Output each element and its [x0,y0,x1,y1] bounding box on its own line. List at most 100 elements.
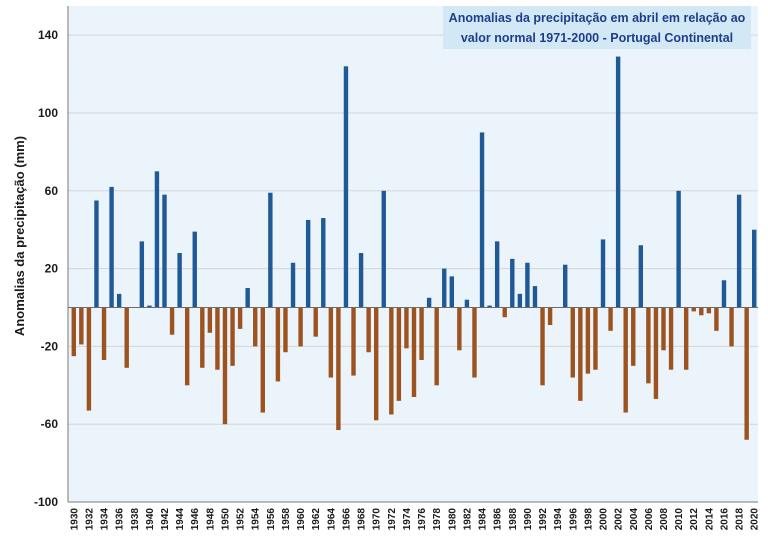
x-tick-label: 2006 [644,508,655,531]
x-tick-label: 1996 [568,508,579,531]
bar-2017 [729,307,734,347]
bar-1993 [547,307,553,325]
bar-1985 [487,305,492,308]
bar-1955 [260,307,265,413]
bar-1935 [109,186,114,308]
bar-1991 [532,286,538,308]
bar-2009 [668,307,674,370]
bar-1954 [253,307,258,347]
bar-2015 [714,307,719,331]
x-tick-label: 2008 [659,508,670,531]
bar-2016 [721,280,727,308]
x-tick-label: 1970 [372,508,383,531]
bar-1979 [442,268,447,308]
bar-1986 [494,241,500,308]
x-tick-label: 1988 [508,508,519,531]
bar-1977 [426,297,432,308]
bar-1988 [510,258,515,308]
bar-2003 [623,307,628,413]
bar-2011 [683,307,689,370]
bar-1933 [94,200,99,308]
plot-area-background [68,6,758,502]
bar-1999 [593,307,598,370]
chart-title-line-1: Anomalias da precipitação em abril em re… [449,11,746,25]
bar-1987 [502,307,507,318]
x-tick-label: 1930 [69,508,80,531]
x-tick-label: 1938 [130,508,141,531]
x-tick-label: 1934 [100,508,111,531]
bar-1976 [419,307,424,361]
bar-1992 [540,307,545,386]
x-tick-label: 1956 [266,508,277,531]
x-tick-label: 1960 [296,508,307,531]
bar-1990 [525,262,530,308]
x-tick-label: 1950 [220,508,231,531]
bar-1963 [321,218,326,308]
bar-1962 [313,307,318,337]
bar-1949 [215,307,220,370]
x-tick-label: 1942 [160,508,171,531]
x-tick-label: 2000 [599,508,610,531]
bar-1948 [207,307,213,333]
x-tick-label: 1948 [205,508,216,531]
bar-1939 [139,241,145,308]
x-tick-label: 1986 [493,508,504,531]
bar-1969 [366,307,371,353]
x-tick-label: 2018 [735,508,746,531]
bar-1973 [396,307,402,401]
bar-1957 [275,307,281,382]
bar-2018 [736,194,742,308]
x-tick-label: 1958 [281,508,292,531]
y-tick-label: 100 [38,106,58,120]
y-tick-label: -20 [41,339,59,353]
bar-2001 [608,307,613,331]
bar-2006 [646,307,651,384]
x-tick-label: 2016 [719,508,730,531]
bar-1975 [411,307,417,397]
x-tick-label: 1968 [357,508,368,531]
x-tick-label: 1974 [402,508,413,531]
y-tick-labels: 140 100 60 20 -20 -60 -100 [34,28,58,509]
x-tick-label: 1944 [175,508,186,531]
bar-1950 [222,307,228,425]
x-tick-label: 2020 [750,508,761,531]
bar-1996 [570,307,575,378]
x-tick-label: 2004 [629,508,640,531]
x-tick-label: 2010 [674,508,685,531]
bar-1982 [464,299,470,308]
bar-1980 [449,276,455,308]
bar-1983 [472,307,477,378]
bar-1971 [381,190,386,308]
x-tick-label: 1980 [447,508,458,531]
bar-1964 [328,307,334,378]
x-tick-label: 1966 [341,508,352,531]
bar-1960 [298,307,303,347]
x-tick-label: 1984 [478,508,489,531]
x-tick-label: 1964 [326,508,337,531]
bar-2014 [706,307,712,314]
bar-1974 [404,307,409,349]
y-axis-label: Anomalias da precipitação (mm) [12,136,27,336]
x-tick-label: 1972 [387,508,398,531]
x-tick-label: 1936 [115,508,126,531]
bars [71,56,757,440]
x-tick-label: 1962 [311,508,322,531]
bar-1956 [268,192,273,308]
x-tick-label: 1954 [251,508,262,531]
bar-1965 [336,307,341,431]
bar-1984 [479,132,485,308]
bar-1967 [351,307,356,376]
y-tick-label: -100 [34,495,58,509]
bar-2013 [699,307,704,316]
bar-1936 [116,293,122,308]
x-tick-labels: 1930 1932 1934 1936 1938 1940 1942 1944 1946 1948… [69,508,760,531]
bar-2002 [615,56,621,308]
bar-1942 [162,194,167,308]
bar-1940 [147,305,152,308]
x-tick-label: 1946 [190,508,201,531]
bar-1970 [373,307,379,421]
bar-1934 [101,307,107,361]
bar-1958 [283,307,288,353]
bar-2012 [691,307,696,312]
